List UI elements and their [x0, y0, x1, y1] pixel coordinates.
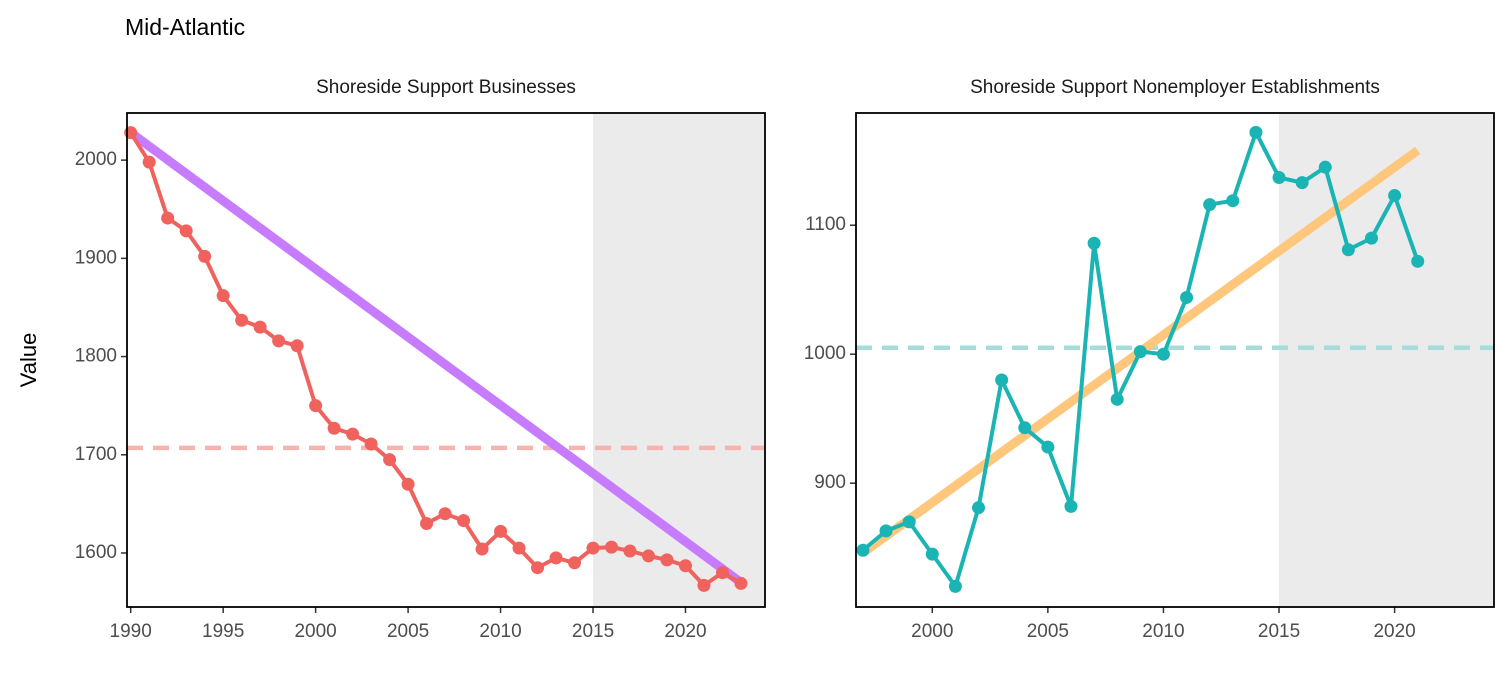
- data-point: [641, 549, 655, 563]
- data-point: [494, 524, 508, 538]
- data-point: [1041, 440, 1055, 454]
- data-point: [438, 507, 452, 521]
- data-point: [1318, 160, 1332, 174]
- data-point: [512, 541, 526, 555]
- x-tick-label: 2000: [911, 621, 953, 642]
- data-point: [475, 542, 489, 556]
- projection-shade: [1279, 113, 1494, 607]
- y-tick-label: 1800: [75, 346, 117, 367]
- y-tick-label: 2000: [75, 149, 117, 170]
- trend-line: [128, 129, 744, 587]
- data-point: [1064, 499, 1078, 513]
- data-point: [972, 501, 986, 515]
- data-point: [420, 517, 434, 531]
- data-point: [1388, 189, 1402, 203]
- data-point: [1087, 236, 1101, 250]
- y-tick-label: 1700: [75, 444, 117, 465]
- panel-title: Shoreside Support Businesses: [316, 77, 576, 98]
- x-tick-label: 2010: [1142, 621, 1184, 642]
- data-point: [1110, 392, 1124, 406]
- data-point: [678, 559, 692, 573]
- x-tick-label: 2005: [387, 621, 429, 642]
- data-line: [129, 131, 742, 588]
- data-point: [1249, 125, 1263, 139]
- data-point: [346, 427, 360, 441]
- data-point: [216, 289, 230, 303]
- data-point: [660, 553, 674, 567]
- data-point: [1156, 347, 1170, 361]
- x-tick-label: 1995: [202, 621, 244, 642]
- data-point: [715, 566, 729, 580]
- data-point: [948, 579, 962, 593]
- x-tick-label: 2020: [664, 621, 706, 642]
- data-point: [697, 578, 711, 592]
- data-point: [1341, 243, 1355, 257]
- data-point: [309, 399, 323, 413]
- data-point: [235, 313, 249, 327]
- data-point: [401, 477, 415, 491]
- y-tick-label: 1600: [75, 542, 117, 563]
- data-point: [161, 211, 175, 225]
- data-point: [383, 453, 397, 467]
- x-tick-label: 2010: [479, 621, 521, 642]
- x-tick-label: 2005: [1027, 621, 1069, 642]
- data-point: [568, 556, 582, 570]
- x-tick-label: 1990: [110, 621, 152, 642]
- data-point: [1411, 254, 1425, 268]
- x-tick-label: 2015: [1258, 621, 1300, 642]
- data-point: [586, 541, 600, 555]
- panel-title: Shoreside Support Nonemployer Establishm…: [970, 77, 1380, 98]
- x-tick-label: 2020: [1373, 621, 1415, 642]
- data-point: [1295, 176, 1309, 190]
- data-point: [457, 514, 471, 528]
- panel-frame: [855, 112, 1495, 608]
- page-title: Mid-Atlantic: [125, 14, 245, 40]
- y-axis-label: Value: [16, 333, 41, 388]
- x-tick-label: 2015: [572, 621, 614, 642]
- data-point: [364, 437, 378, 451]
- data-point: [734, 576, 748, 590]
- data-point: [290, 339, 304, 353]
- panel-frame: [126, 112, 766, 608]
- data-point: [1180, 290, 1194, 304]
- data-point: [1226, 194, 1240, 208]
- data-point: [549, 551, 563, 565]
- data-point: [995, 373, 1009, 387]
- data-point: [1018, 421, 1032, 435]
- data-point: [253, 320, 267, 334]
- y-tick-label: 900: [814, 472, 846, 493]
- data-point: [142, 155, 156, 169]
- data-point: [198, 249, 212, 263]
- data-point: [179, 224, 193, 238]
- data-point: [272, 334, 286, 348]
- data-point: [1364, 231, 1378, 245]
- x-tick-label: 2000: [294, 621, 336, 642]
- projection-shade: [593, 113, 765, 607]
- y-tick-label: 1000: [804, 343, 846, 364]
- data-point: [1133, 345, 1147, 359]
- data-point: [605, 540, 619, 554]
- y-tick-label: 1100: [805, 214, 846, 235]
- data-point: [925, 547, 939, 561]
- y-tick-label: 1900: [75, 247, 117, 268]
- data-point: [327, 421, 341, 435]
- data-point: [856, 543, 870, 557]
- data-point: [1272, 170, 1286, 184]
- data-point: [902, 515, 916, 529]
- data-point: [1203, 198, 1217, 212]
- data-point: [879, 524, 893, 538]
- data-point: [623, 544, 637, 558]
- data-point: [531, 561, 545, 575]
